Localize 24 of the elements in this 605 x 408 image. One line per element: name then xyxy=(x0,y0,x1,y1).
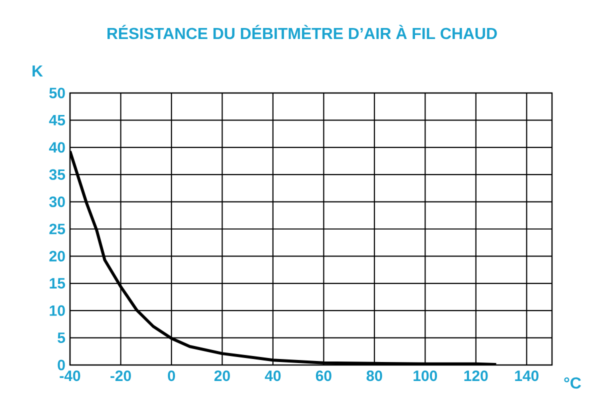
x-tick-label: 20 xyxy=(214,370,230,382)
chart-title: RÉSISTANCE DU DÉBITMÈTRE D’AIR À FIL CHAUD xyxy=(108,24,497,40)
x-tick-label: 40 xyxy=(264,370,281,382)
y-tick-label: 35 xyxy=(49,169,66,180)
y-tick-label: 20 xyxy=(49,250,65,262)
x-tick-label: 120 xyxy=(464,370,488,382)
x-tick-label: 0 xyxy=(168,370,176,382)
y-tick-label: 10 xyxy=(50,305,65,316)
x-axis-title: °C xyxy=(564,377,581,389)
x-tick-label: 140 xyxy=(515,370,538,382)
x-tick-label: 80 xyxy=(366,370,382,382)
y-tick-label: 50 xyxy=(49,88,65,98)
y-tick-label: 0 xyxy=(58,360,65,370)
y-tick-label: 5 xyxy=(58,332,66,344)
y-tick-label: 15 xyxy=(50,278,66,289)
y-tick-label: 25 xyxy=(49,224,66,234)
x-tick-label: 100 xyxy=(414,370,438,382)
x-tick-label: -40 xyxy=(60,370,80,382)
y-tick-label: 40 xyxy=(49,142,65,153)
x-tick-label: 60 xyxy=(316,370,332,382)
y-axis-title: K xyxy=(32,66,43,76)
x-tick-label: -20 xyxy=(110,370,131,382)
y-tick-label: 30 xyxy=(49,196,65,208)
y-tick-label: 45 xyxy=(49,114,66,126)
